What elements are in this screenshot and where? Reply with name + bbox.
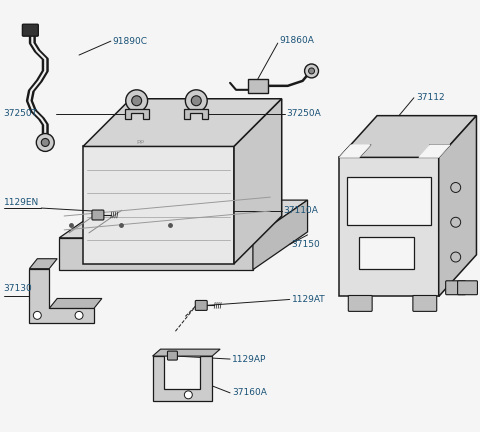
Polygon shape (125, 109, 149, 119)
Polygon shape (83, 146, 234, 264)
FancyBboxPatch shape (23, 24, 38, 36)
FancyBboxPatch shape (359, 237, 414, 269)
Circle shape (309, 68, 314, 74)
Circle shape (192, 96, 201, 106)
FancyBboxPatch shape (457, 281, 478, 295)
FancyBboxPatch shape (195, 300, 207, 310)
Polygon shape (234, 99, 282, 264)
Text: 37110A: 37110A (284, 206, 319, 216)
Polygon shape (49, 299, 102, 308)
Circle shape (185, 90, 207, 112)
Polygon shape (83, 99, 282, 146)
FancyBboxPatch shape (348, 177, 431, 225)
Circle shape (132, 96, 142, 106)
Text: 37150: 37150 (292, 240, 321, 249)
Circle shape (33, 311, 41, 319)
Polygon shape (59, 238, 253, 270)
Text: pp: pp (136, 140, 144, 144)
Text: 37160A: 37160A (232, 388, 267, 397)
Circle shape (41, 139, 49, 146)
FancyBboxPatch shape (92, 210, 104, 220)
Polygon shape (419, 145, 450, 157)
Polygon shape (153, 356, 212, 401)
FancyBboxPatch shape (348, 295, 372, 311)
FancyBboxPatch shape (413, 295, 437, 311)
Text: 37250A: 37250A (287, 109, 322, 118)
Polygon shape (253, 200, 308, 270)
Text: 1129EN: 1129EN (3, 197, 39, 206)
Circle shape (126, 90, 147, 112)
FancyBboxPatch shape (248, 79, 268, 93)
Text: 37130: 37130 (3, 284, 32, 293)
Text: 1129AP: 1129AP (232, 355, 266, 364)
Polygon shape (153, 349, 220, 356)
FancyBboxPatch shape (168, 351, 178, 360)
Text: 91890C: 91890C (113, 37, 148, 46)
Polygon shape (339, 145, 371, 157)
Circle shape (36, 133, 54, 152)
Circle shape (184, 391, 192, 399)
Polygon shape (339, 116, 477, 157)
Polygon shape (439, 116, 477, 296)
Text: 37112: 37112 (416, 93, 444, 102)
FancyBboxPatch shape (445, 281, 466, 295)
Polygon shape (184, 109, 208, 119)
Text: 37250T: 37250T (3, 109, 37, 118)
Circle shape (305, 64, 319, 78)
Polygon shape (29, 259, 57, 269)
Text: 1129AT: 1129AT (292, 295, 325, 304)
Polygon shape (29, 269, 94, 323)
Polygon shape (339, 157, 439, 296)
Text: 91860A: 91860A (280, 35, 314, 44)
Polygon shape (59, 200, 308, 238)
Circle shape (75, 311, 83, 319)
